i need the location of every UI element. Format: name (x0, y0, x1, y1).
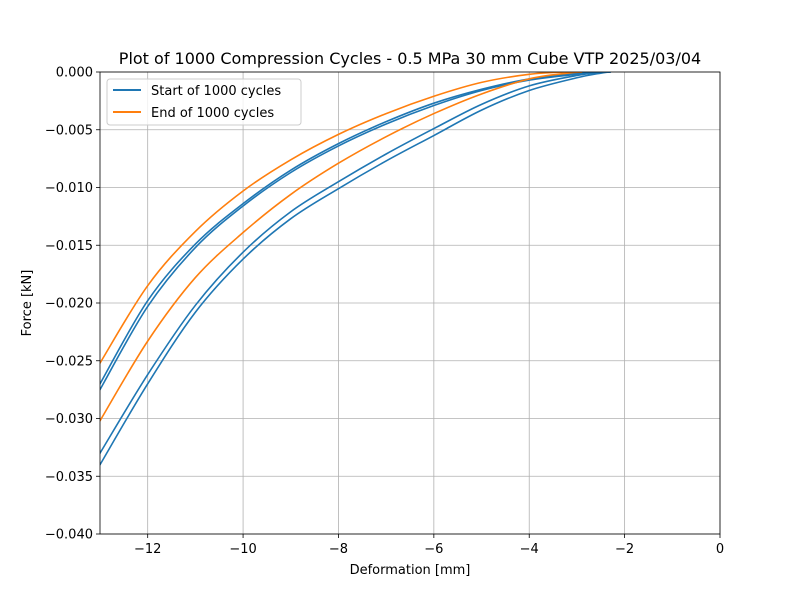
x-tick-label: 0 (716, 542, 724, 557)
x-tick-label: −4 (520, 542, 539, 557)
y-tick-label: −0.015 (45, 239, 93, 254)
series-1-curve-0 (100, 72, 583, 422)
x-axis-label: Deformation [mm] (350, 563, 471, 578)
y-tick-label: −0.030 (45, 412, 93, 427)
legend-label-end: End of 1000 cycles (151, 106, 274, 121)
y-tick-label: 0.000 (56, 66, 93, 81)
series-0-curve-3 (100, 72, 612, 385)
y-tick-label: −0.025 (45, 354, 93, 369)
y-tick-label: −0.040 (45, 528, 93, 543)
legend-box (106, 78, 302, 126)
legend-label-start: Start of 1000 cycles (151, 84, 281, 99)
x-tick-label: −10 (229, 542, 256, 557)
x-tick-label: −8 (329, 542, 348, 557)
y-axis-ticks: 0.000 −0.005 −0.010 −0.015 −0.020 −0.025 −0.03… (45, 66, 100, 543)
x-tick-label: −6 (424, 542, 443, 557)
x-tick-label: −2 (615, 542, 634, 557)
y-tick-label: −0.005 (45, 123, 93, 138)
y-tick-label: −0.010 (45, 181, 93, 196)
y-tick-label: −0.035 (45, 470, 93, 485)
x-axis-ticks: −12 −10 −8 −6 −4 −2 0 (134, 534, 724, 557)
y-axis-label: Force [kN] (20, 270, 35, 337)
x-tick-label: −12 (134, 542, 161, 557)
series-0-curve-0 (100, 72, 612, 466)
legend: Start of 1000 cycles End of 1000 cycles (106, 78, 302, 126)
y-tick-label: −0.020 (45, 297, 93, 312)
series-0-curve-1 (100, 72, 612, 454)
series-0-curve-2 (100, 72, 612, 391)
chart-title: Plot of 1000 Compression Cycles - 0.5 MP… (119, 49, 701, 68)
series-1-curve-1 (100, 72, 583, 364)
series-layer (100, 72, 612, 466)
